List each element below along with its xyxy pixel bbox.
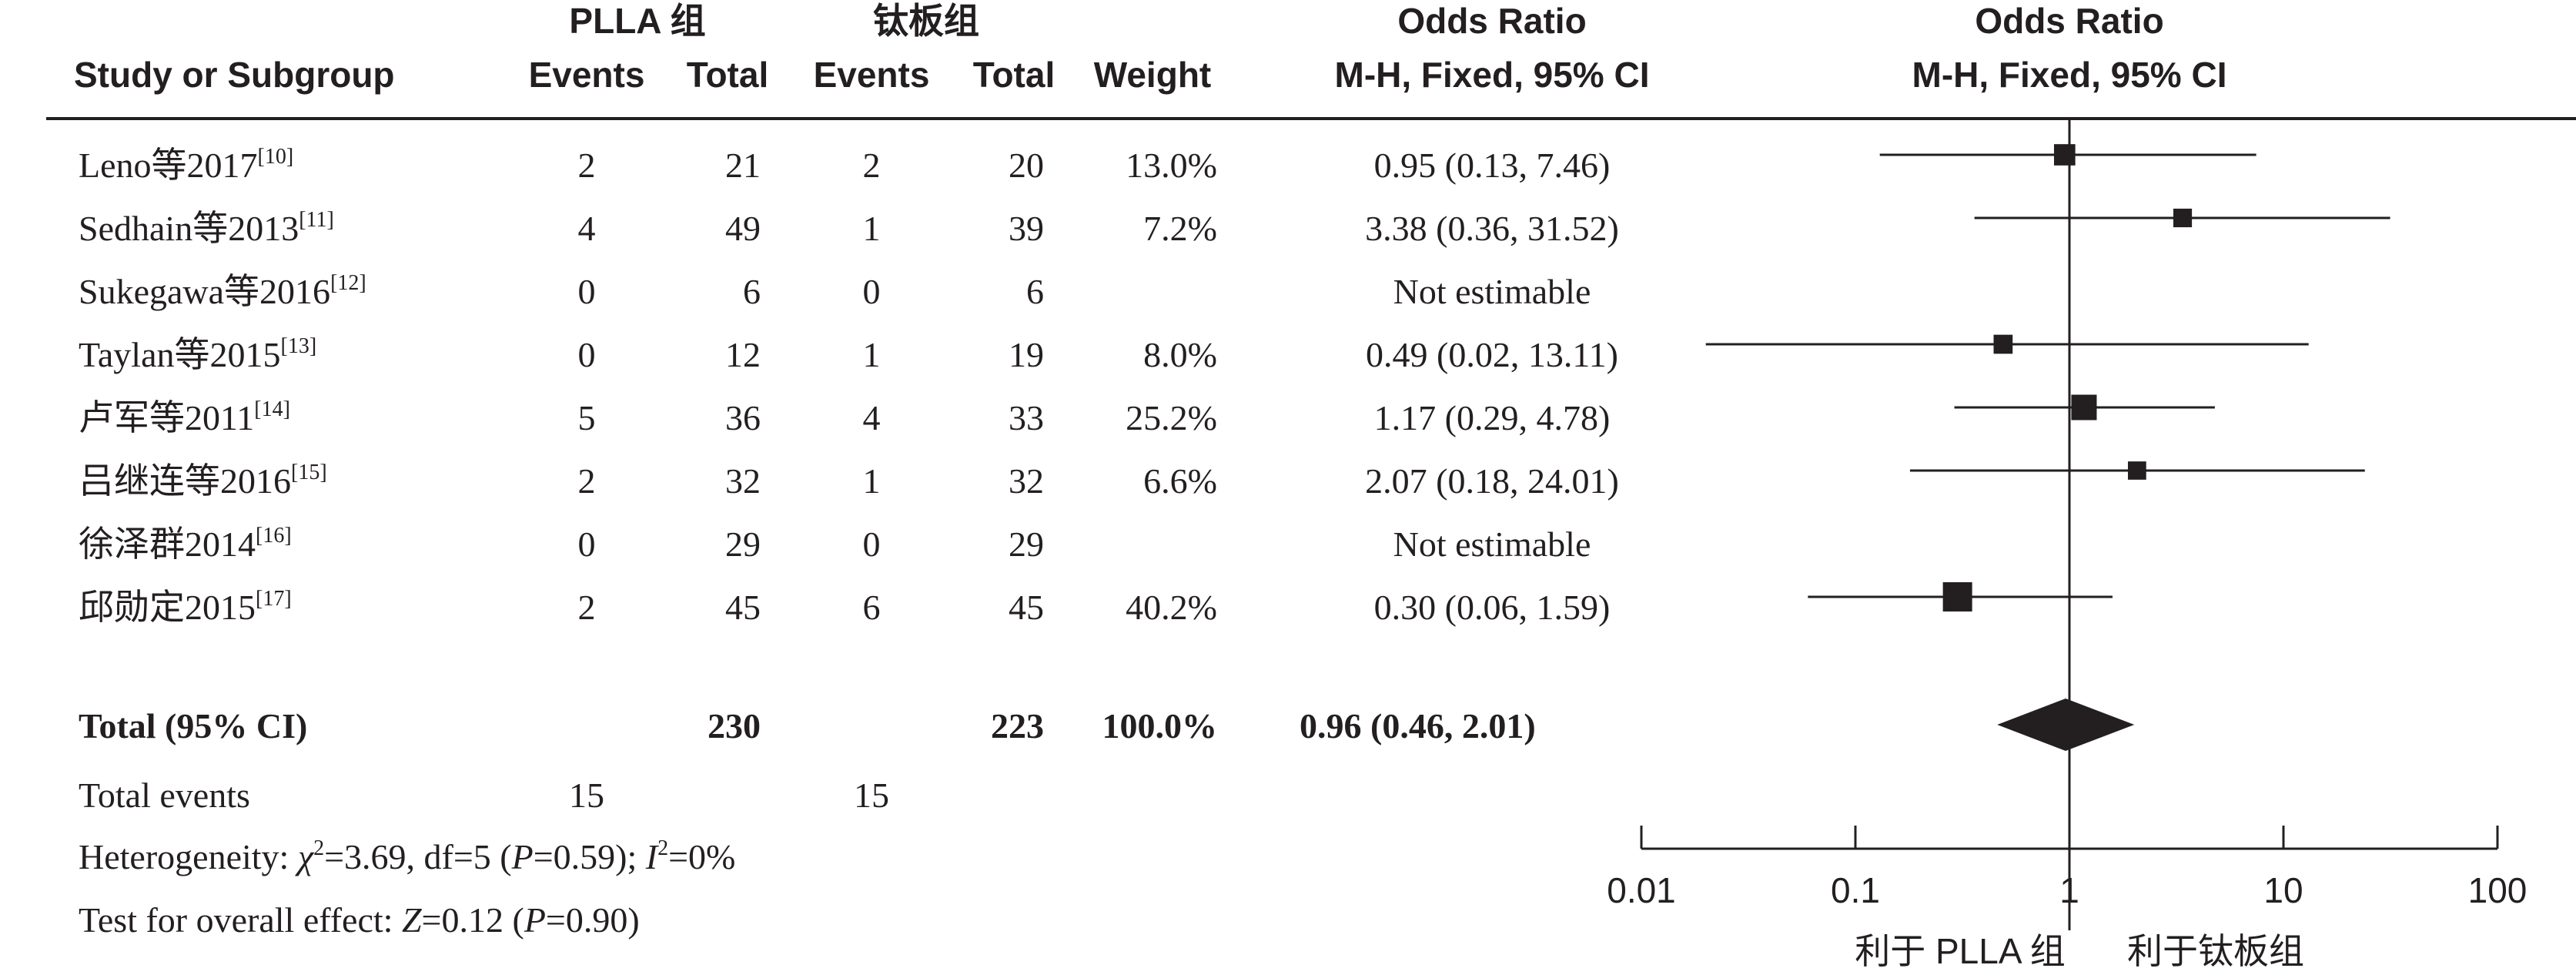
ci-text-cell: 0.30 (0.06, 1.59) <box>1373 588 1611 627</box>
study-name: Sedhain等2013[11] <box>79 208 334 248</box>
or-method-header: M-H, Fixed, 95% CI <box>1334 55 1650 95</box>
x-tick-label: 100 <box>2468 870 2527 910</box>
total2-value: 223 <box>991 706 1044 745</box>
total2-cell: 6 <box>1026 272 1044 311</box>
plot-title: Odds Ratio <box>1975 1 2164 41</box>
events2-cell: 1 <box>862 209 881 248</box>
ci-text-cell: 2.07 (0.18, 24.01) <box>1365 461 1619 501</box>
pooled-diamond <box>1997 699 2135 751</box>
events1-cell: 2 <box>577 461 596 501</box>
group1-header: PLLA 组 <box>569 1 706 41</box>
favours-left-label: 利于 PLLA 组 <box>1855 931 2066 971</box>
weight-cell: 8.0% <box>1143 335 1217 374</box>
events1-cell: 2 <box>577 588 596 627</box>
or-square <box>1993 334 2013 354</box>
weight-cell: 13.0% <box>1126 146 1217 185</box>
study-name: Sukegawa等2016[12] <box>79 271 366 311</box>
events2-cell: 0 <box>862 272 881 311</box>
favours-right-label: 利于钛板组 <box>2127 931 2304 971</box>
or-column-title: Odds Ratio <box>1397 1 1587 41</box>
total1-cell: 12 <box>725 335 761 374</box>
total1-cell: 49 <box>725 209 761 248</box>
x-tick-label: 0.1 <box>1831 870 1880 910</box>
total2-cell: 29 <box>1009 524 1044 564</box>
total1-value: 230 <box>708 706 761 745</box>
total2-column-header: Total <box>972 55 1055 95</box>
events2-cell: 6 <box>862 588 881 627</box>
ci-text-cell: 0.95 (0.13, 7.46) <box>1373 146 1611 185</box>
total1-column-header: Total <box>686 55 769 95</box>
overall-effect-text: Test for overall effect: Z=0.12 (P=0.90) <box>79 900 640 940</box>
events1-cell: 0 <box>577 335 596 374</box>
ci-text-cell: 0.49 (0.02, 13.11) <box>1366 335 1618 374</box>
events2-cell: 4 <box>862 398 881 437</box>
events2-cell: 0 <box>862 524 881 564</box>
events1-cell: 4 <box>577 209 596 248</box>
events2-column-header: Events <box>813 55 930 95</box>
total-weight: 100.0% <box>1102 706 1218 745</box>
or-square <box>2173 208 2193 228</box>
ci-text-cell: 3.38 (0.36, 31.52) <box>1365 209 1619 248</box>
plot-method-header: M-H, Fixed, 95% CI <box>1912 55 2227 95</box>
ci-text-cell: 1.17 (0.29, 4.78) <box>1373 398 1611 437</box>
total2-cell: 32 <box>1009 461 1044 501</box>
header-rule <box>46 117 2576 120</box>
total1-cell: 36 <box>725 398 761 437</box>
study-name: 邱勋定2015[17] <box>79 587 292 627</box>
total-events2: 15 <box>854 776 889 815</box>
x-tick-label: 1 <box>2059 870 2079 910</box>
weight-cell: 7.2% <box>1143 209 1217 248</box>
total2-cell: 33 <box>1009 398 1044 437</box>
study-name: 卢军等2011[14] <box>79 397 290 437</box>
total-ci-text: 0.96 (0.46, 2.01) <box>1300 706 1536 745</box>
events1-cell: 5 <box>577 398 596 437</box>
total1-cell: 6 <box>743 272 761 311</box>
total1-cell: 21 <box>725 146 761 185</box>
events2-cell: 1 <box>862 461 881 501</box>
weight-cell: 40.2% <box>1126 588 1217 627</box>
events1-cell: 0 <box>577 272 596 311</box>
group2-header: 钛板组 <box>873 1 979 41</box>
heterogeneity-text: Heterogeneity: χ2=3.69, df=5 (P=0.59); I… <box>79 836 736 876</box>
or-square <box>1942 582 1972 611</box>
total1-cell: 45 <box>725 588 761 627</box>
study-column-header: Study or Subgroup <box>74 55 395 95</box>
events1-cell: 2 <box>577 146 596 185</box>
total2-cell: 20 <box>1009 146 1044 185</box>
weight-cell: 6.6% <box>1143 461 1217 501</box>
study-name: 徐泽群2014[16] <box>79 524 292 564</box>
total-events1: 15 <box>569 776 604 815</box>
total-label: Total (95% CI) <box>79 706 308 745</box>
ci-text-cell: Not estimable <box>1393 272 1591 311</box>
events1-cell: 0 <box>577 524 596 564</box>
study-name: 吕继连等2016[15] <box>79 461 327 501</box>
ci-text-cell: Not estimable <box>1393 524 1591 564</box>
weight-column-header: Weight <box>1093 55 1212 95</box>
total-events-label: Total events <box>79 776 250 815</box>
study-name: Taylan等2015[13] <box>79 334 317 374</box>
events2-cell: 1 <box>862 335 881 374</box>
study-name: Leno等2017[10] <box>79 145 294 185</box>
or-square <box>2127 461 2146 480</box>
total2-cell: 19 <box>1009 335 1044 374</box>
total2-cell: 39 <box>1009 209 1044 248</box>
total2-cell: 45 <box>1009 588 1044 627</box>
weight-cell: 25.2% <box>1126 398 1217 437</box>
x-tick-label: 10 <box>2263 870 2303 910</box>
x-tick-label: 0.01 <box>1607 870 1676 910</box>
events2-cell: 2 <box>862 146 881 185</box>
total1-cell: 29 <box>725 524 761 564</box>
events1-column-header: Events <box>528 55 645 95</box>
total1-cell: 32 <box>725 461 761 501</box>
or-square <box>2071 394 2097 420</box>
or-square <box>2053 144 2076 166</box>
